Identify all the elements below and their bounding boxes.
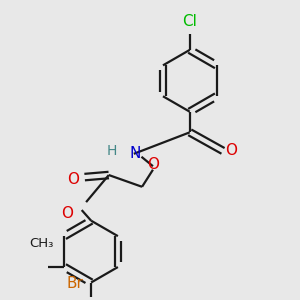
Text: H: H: [106, 144, 117, 158]
Text: N: N: [130, 146, 141, 161]
Text: Br: Br: [67, 276, 83, 291]
Text: O: O: [61, 206, 74, 221]
Text: O: O: [67, 172, 79, 187]
Text: O: O: [147, 157, 159, 172]
Text: CH₃: CH₃: [29, 237, 53, 250]
Text: O: O: [225, 143, 237, 158]
Text: Cl: Cl: [182, 14, 197, 29]
